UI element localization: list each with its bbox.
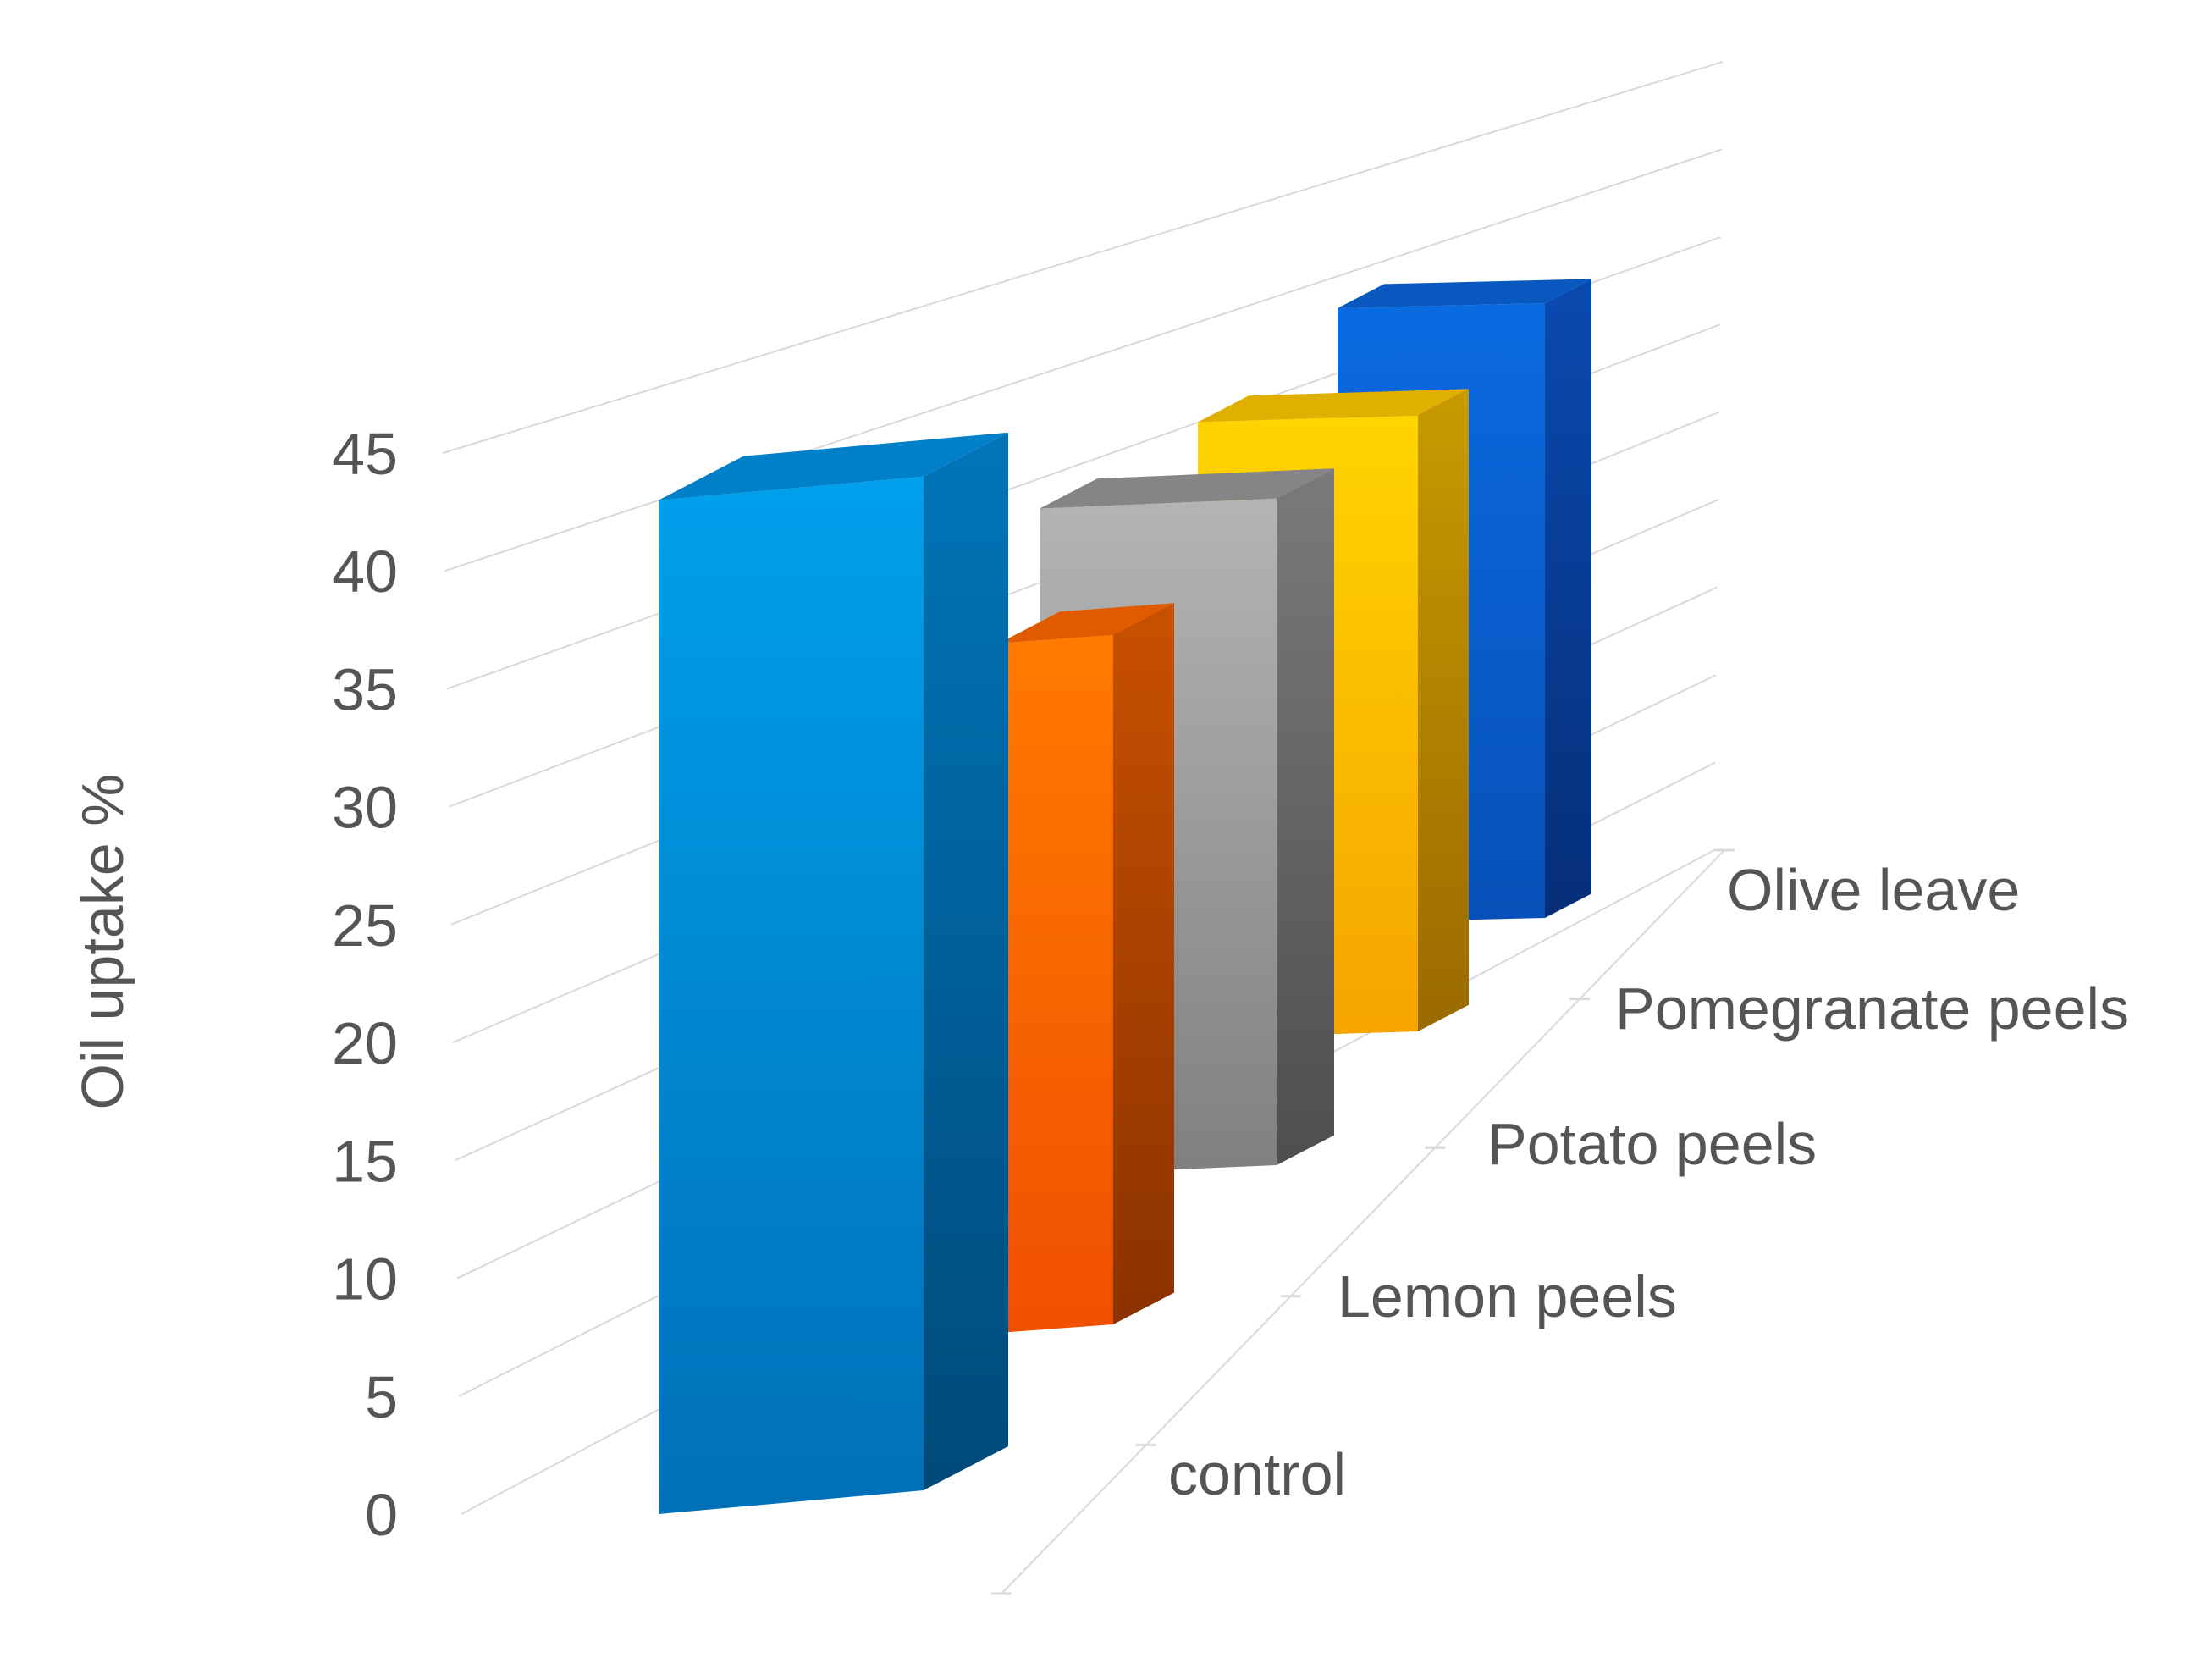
bar-side-face	[1113, 603, 1174, 1324]
bar-side-face	[924, 432, 1008, 1491]
y-tick-label: 5	[365, 1364, 398, 1430]
bar-lemon-peels	[999, 603, 1174, 1333]
bar-front-face	[999, 634, 1113, 1333]
y-tick-label: 15	[332, 1128, 398, 1194]
y-tick-label: 40	[332, 539, 398, 605]
bar-top-face	[1040, 468, 1334, 509]
bar-top-face	[1338, 279, 1591, 308]
y-axis-ticks: 0 5 10 15 20 25 30 35 40 45	[332, 421, 398, 1548]
category-labels: Olive leave Pomegranate peels Potato peels…	[1168, 857, 2129, 1507]
bar-top-face	[1198, 389, 1469, 423]
y-tick-label: 25	[332, 893, 398, 959]
y-tick-label: 20	[332, 1010, 398, 1076]
y-axis-title: Oil uptake %	[69, 774, 135, 1110]
bar-front-face	[659, 476, 924, 1515]
y-tick-label: 30	[332, 775, 398, 841]
category-label: control	[1168, 1441, 1346, 1507]
y-tick-label: 0	[365, 1482, 398, 1548]
y-tick-label: 10	[332, 1246, 398, 1313]
category-label: Pomegranate peels	[1615, 975, 2129, 1042]
depth-axis	[991, 848, 1735, 1595]
bar-side-face	[1545, 279, 1591, 918]
bar-top-face	[999, 603, 1174, 644]
bar-side-face	[1277, 468, 1334, 1165]
category-label: Lemon peels	[1338, 1263, 1677, 1329]
y-tick-label: 45	[332, 421, 398, 487]
bar-side-face	[1418, 389, 1469, 1031]
category-label: Potato peels	[1487, 1111, 1817, 1177]
category-label: Olive leave	[1727, 857, 2020, 923]
bars	[659, 279, 1591, 1515]
y-tick-label: 35	[332, 656, 398, 722]
bar-control	[659, 432, 1008, 1515]
gridline	[444, 148, 1723, 572]
bar-top-face	[659, 432, 1008, 500]
depth-axis-line	[1001, 849, 1725, 1594]
gridline	[442, 61, 1724, 454]
